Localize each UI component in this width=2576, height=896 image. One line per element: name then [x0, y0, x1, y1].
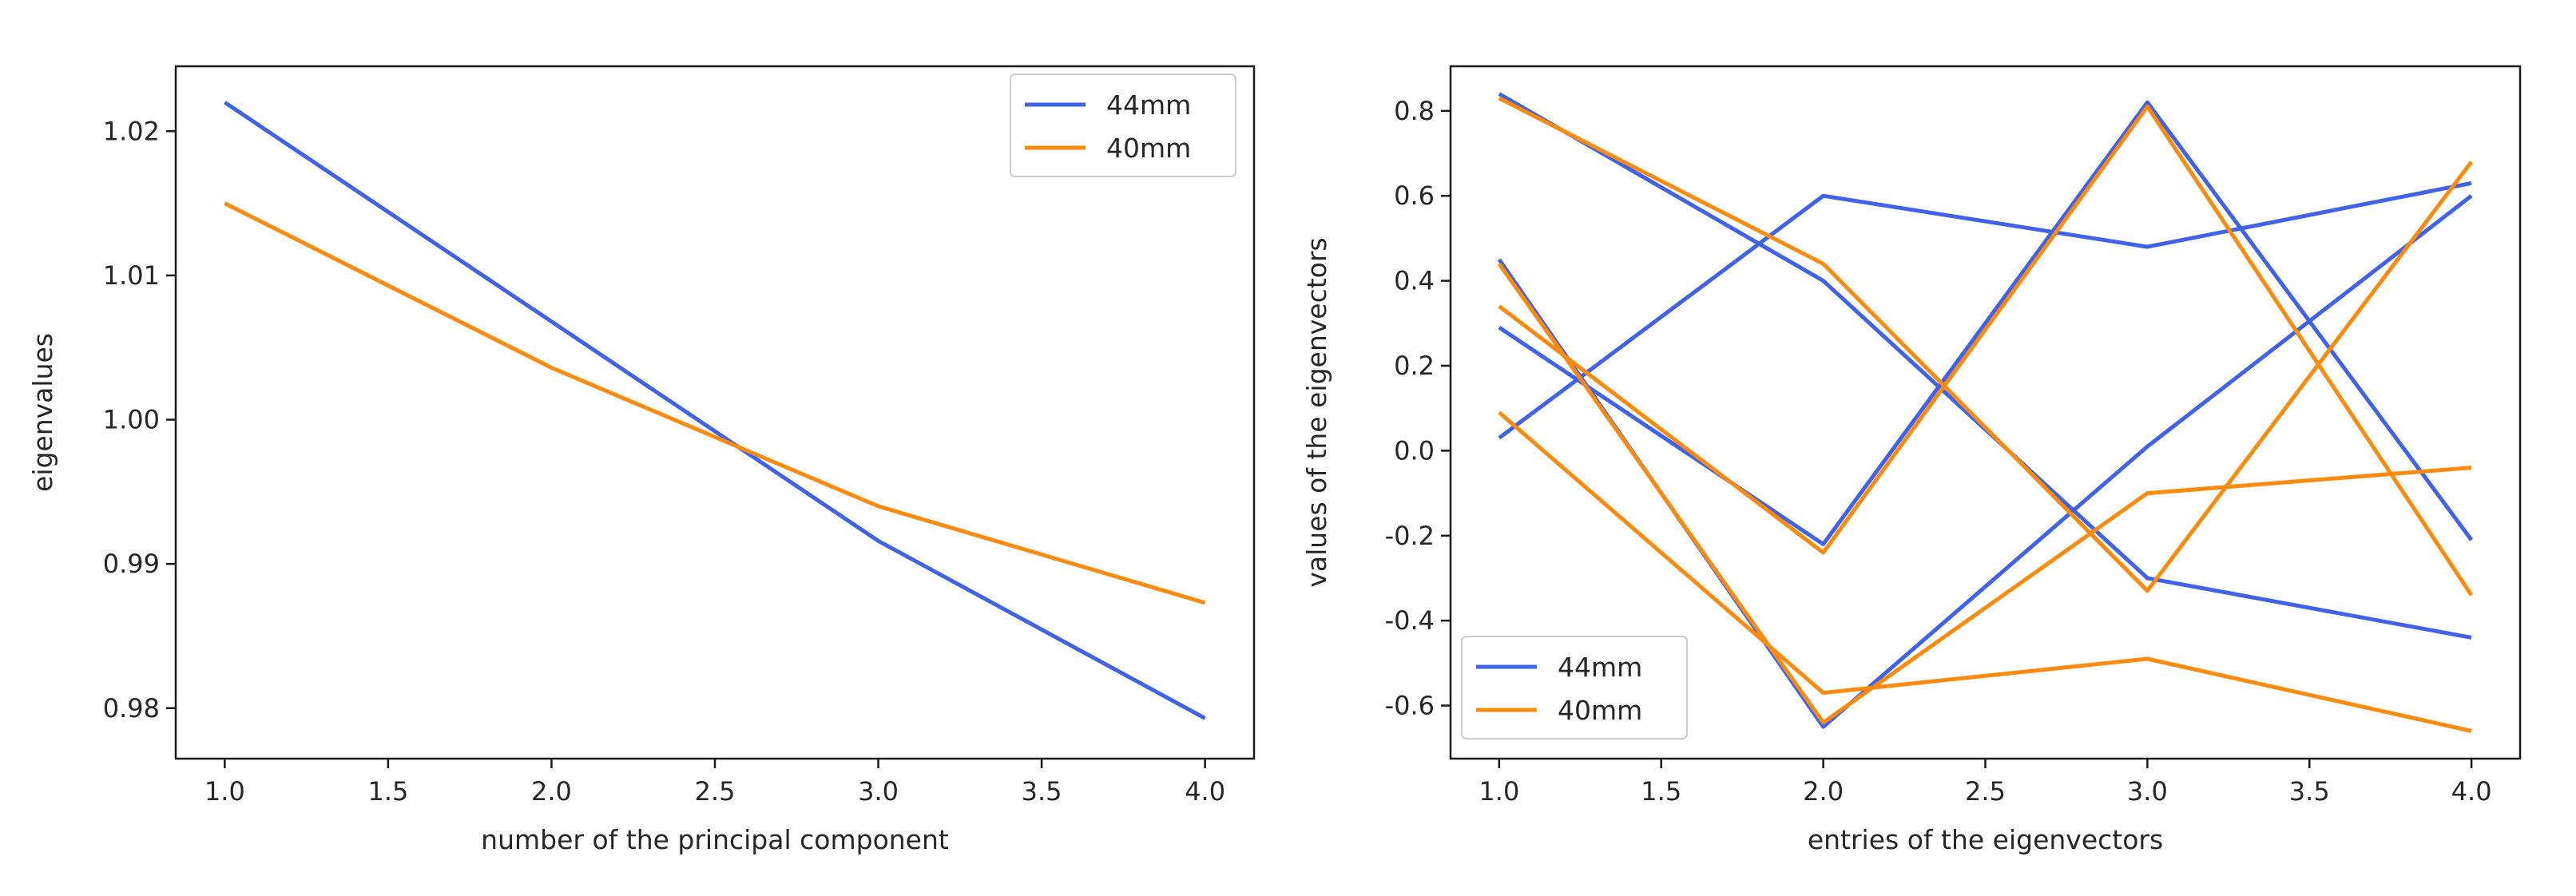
x-tick-label: 3.5: [1022, 776, 1062, 807]
y-tick-label: 0.99: [103, 549, 160, 579]
x-tick-label: 2.5: [695, 776, 736, 807]
y-axis-label: values of the eigenvectors: [1301, 237, 1332, 587]
y-tick-label: 0.4: [1394, 266, 1435, 296]
legend-label-40mm: 40mm: [1558, 695, 1642, 726]
series-line-40mm-1: [224, 201, 1206, 605]
x-tick-label: 4.0: [2451, 776, 2492, 807]
legend-box: [1010, 73, 1236, 177]
y-tick-label: 0.98: [103, 693, 160, 724]
eigenvalues-chart: 1.0 1.5 2.0 2.5 3.0 3.5 4.0 0.98 0.99 1.00 1.01 1.0…: [27, 65, 1256, 855]
y-tick-label: -0.4: [1385, 605, 1435, 636]
x-tick-label: 1.5: [1641, 776, 1681, 807]
x-tick-label: 2.0: [531, 776, 572, 807]
legend-box: [1461, 636, 1688, 739]
x-tick-label: 4.0: [1185, 776, 1225, 807]
y-tick-label: 1.02: [103, 116, 160, 146]
y-tick-label: 1.00: [103, 405, 160, 435]
x-tick-label: 2.5: [1965, 776, 2006, 807]
series-line-40mm-6: [1498, 410, 2472, 733]
series-line-40mm-7: [1497, 262, 2472, 725]
x-tick-label: 3.0: [2127, 776, 2168, 807]
x-axis-label: entries of the eigenvectors: [1808, 824, 2163, 855]
x-tick-label: 1.0: [204, 776, 245, 807]
eigenvectors-chart: 1.0 1.5 2.0 2.5 3.0 3.5 4.0 -0.6 -0.4 -0.2 0.0 0.2 0…: [1301, 65, 2522, 855]
y-tick-label: 0.2: [1394, 351, 1435, 381]
x-tick-label: 2.0: [1803, 776, 1844, 807]
y-tick-label: -0.6: [1385, 691, 1435, 721]
y-axis-label: eigenvalues: [27, 333, 58, 492]
legend-label-44mm: 44mm: [1558, 652, 1642, 683]
series-line-40mm-5: [1498, 105, 2474, 597]
y-tick-label: -0.2: [1385, 521, 1435, 551]
x-tick-label: 3.5: [2289, 776, 2330, 807]
y-tick-label: 0.8: [1394, 96, 1435, 126]
series-line-40mm-4: [1498, 96, 2474, 593]
series-line-44mm-1: [1498, 180, 2472, 440]
series-line-44mm-0: [1498, 92, 2472, 640]
series-line-44mm-3: [1498, 100, 2474, 546]
x-axis-label: number of the principal component: [481, 824, 949, 855]
series-line-44mm-0: [224, 101, 1206, 720]
legend: 44mm 40mm: [1461, 636, 1688, 739]
legend-label-44mm: 44mm: [1106, 89, 1191, 121]
y-tick-label: 1.01: [103, 260, 160, 291]
y-tick-label: 0.6: [1394, 180, 1435, 211]
x-tick-label: 1.0: [1479, 776, 1519, 807]
x-tick-label: 1.5: [367, 776, 408, 807]
legend-label-40mm: 40mm: [1106, 133, 1191, 164]
y-tick-label: 0.0: [1394, 435, 1435, 466]
x-tick-label: 3.0: [858, 776, 899, 807]
legend: 44mm 40mm: [1010, 73, 1236, 177]
